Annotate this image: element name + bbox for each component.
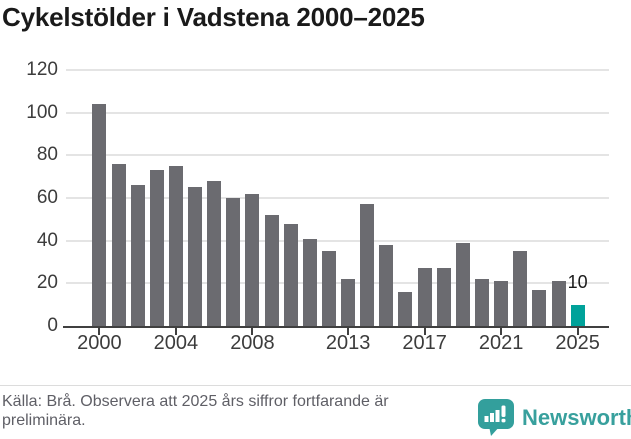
bar-2003 bbox=[149, 170, 164, 326]
newsworthy-bar-chart-icon bbox=[478, 399, 514, 436]
source-caption: Källa: Brå. Observera att 2025 års siffr… bbox=[2, 393, 389, 429]
bar-2020 bbox=[475, 279, 489, 326]
x-tick-2000 bbox=[98, 328, 101, 335]
bar-2006 bbox=[207, 180, 222, 326]
footer-divider bbox=[0, 385, 631, 386]
x-tick-label-2008: 2008 bbox=[230, 332, 275, 354]
bar-2010 bbox=[283, 223, 298, 326]
y-tick-label-80: 80 bbox=[36, 144, 58, 166]
bar-2008 bbox=[245, 193, 260, 326]
bar-2007 bbox=[226, 198, 241, 326]
y-tick-label-40: 40 bbox=[36, 229, 58, 251]
y-tick-label-0: 0 bbox=[47, 315, 58, 336]
x-tick-label-2004: 2004 bbox=[153, 332, 199, 354]
gridline-60 bbox=[66, 197, 609, 199]
gridline-40 bbox=[66, 239, 609, 242]
bar-2004 bbox=[168, 166, 183, 326]
bar-2005 bbox=[188, 187, 203, 326]
bar-chart-plot-area: 0 20 40 60 80 100 120 2000 2004 2008 2013 2017 2021 2… bbox=[26, 59, 609, 354]
bar-2025 bbox=[570, 304, 585, 326]
y-tick-label-120: 120 bbox=[26, 59, 58, 80]
bar-2009 bbox=[264, 215, 279, 326]
x-tick-label-2021: 2021 bbox=[478, 332, 524, 354]
x-tick-2021 bbox=[500, 328, 503, 335]
bar-2019 bbox=[455, 242, 470, 326]
bar-2017 bbox=[417, 268, 432, 326]
bar-2022 bbox=[513, 251, 528, 326]
bar-2002 bbox=[130, 185, 145, 326]
bar-2015 bbox=[379, 244, 394, 326]
bar-2024 bbox=[551, 281, 566, 326]
highlight-value-label: 10 bbox=[567, 271, 588, 292]
bar-2011 bbox=[302, 238, 317, 326]
y-tick-label-60: 60 bbox=[36, 187, 58, 208]
bar-2012 bbox=[321, 251, 336, 326]
bar-2016 bbox=[398, 291, 413, 326]
x-tick-label-2025: 2025 bbox=[555, 332, 600, 354]
y-tick-label-20: 20 bbox=[36, 272, 58, 294]
bar-2014 bbox=[360, 204, 375, 326]
x-axis-line bbox=[63, 326, 609, 328]
bar-2018 bbox=[436, 268, 451, 326]
newsworthy-logo[interactable]: Newsworthy bbox=[478, 399, 631, 436]
newsworthy-logo-text: Newsworthy bbox=[522, 404, 631, 430]
gridline-100 bbox=[66, 111, 609, 114]
x-tick-2008 bbox=[251, 328, 254, 335]
chart-title: Cykelstölder i Vadstena 2000–2025 bbox=[2, 2, 425, 32]
gridline-120 bbox=[66, 69, 609, 71]
y-tick-label-100: 100 bbox=[26, 101, 58, 123]
bar-2013 bbox=[341, 279, 356, 326]
x-tick-2013 bbox=[347, 328, 350, 335]
x-tick-label-2000: 2000 bbox=[77, 332, 122, 354]
x-tick-2025 bbox=[576, 328, 579, 335]
x-tick-label-2017: 2017 bbox=[402, 332, 447, 354]
bar-2001 bbox=[111, 163, 126, 326]
bar-2021 bbox=[494, 281, 509, 326]
bar-2000 bbox=[92, 104, 107, 326]
gridline-20 bbox=[66, 282, 609, 285]
bar-2023 bbox=[532, 289, 547, 326]
gridline-80 bbox=[66, 154, 609, 157]
x-tick-2017 bbox=[423, 328, 426, 335]
x-tick-label-2013: 2013 bbox=[325, 332, 371, 354]
x-tick-2004 bbox=[174, 328, 177, 335]
